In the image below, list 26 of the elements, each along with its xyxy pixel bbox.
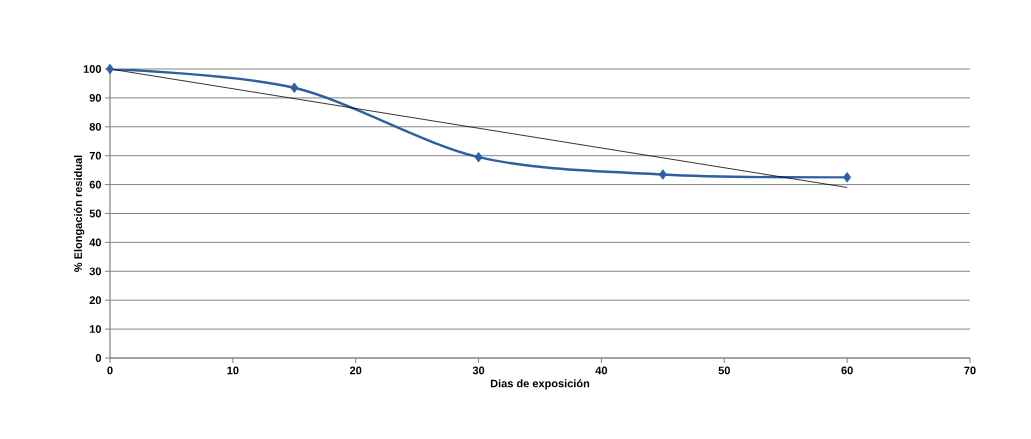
point [658,169,667,180]
x-tick-label: 40 [595,366,608,375]
point [290,82,299,94]
x-tick-label: 70 [964,366,976,375]
y-tick-label: 60 [89,180,102,189]
point [474,151,483,163]
y-tick-label: 90 [89,94,102,102]
y-tick-label: 0 [95,354,102,362]
y-tick-label: 20 [89,296,102,305]
y-tick-label: 10 [89,325,102,333]
x-tick-label: 50 [718,366,730,375]
x-tick-label: 10 [227,366,239,375]
point [106,63,115,75]
x-tick-label: 0 [107,366,113,375]
y-tick-label: 40 [89,238,102,247]
x-tick-label: 20 [349,366,362,375]
x-tick-label: 30 [472,366,485,375]
point [843,172,852,183]
y-tick-label: 50 [89,209,102,218]
y-tick-label: 70 [89,151,102,160]
y-tick-label: 100 [83,65,102,73]
y-axis-title: % Elongación residual [73,155,85,272]
x-axis-title: Dias de exposición [490,379,590,390]
y-tick-label: 30 [89,267,102,276]
x-tick-label: 60 [841,366,853,375]
y-tick-label: 80 [89,122,102,131]
